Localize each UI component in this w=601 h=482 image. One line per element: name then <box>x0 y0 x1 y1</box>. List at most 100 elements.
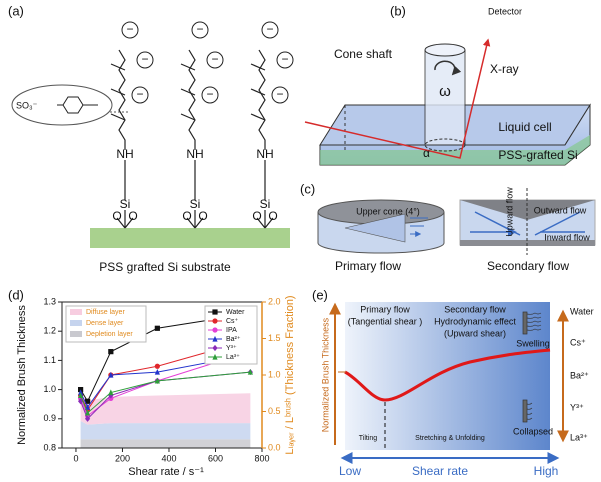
oxygen: O <box>268 209 277 223</box>
upper-cone-label: Upper cone (4°) <box>356 206 420 216</box>
y-axis-label: Normalized Brush Thickness <box>16 305 28 445</box>
y-tick-label: 1.2 <box>43 326 56 336</box>
legend-marker <box>212 327 217 332</box>
substrate-label: PSS-grafted Si <box>498 148 577 162</box>
y2-tick-label: 0.0 <box>268 442 281 452</box>
panel-label: (a) <box>8 3 24 18</box>
layer-area <box>81 439 251 448</box>
panel-label: (c) <box>300 181 315 196</box>
x-axis-label: Shear rate <box>412 464 468 478</box>
legend-swatch <box>70 309 82 315</box>
panel-d: (d) Shear rate / s⁻¹ Normalized Brush Th… <box>8 287 296 477</box>
omega: ω <box>439 83 451 100</box>
legend-label: Y³⁺ <box>226 345 237 352</box>
anion: − <box>196 22 203 36</box>
x-tick-label: 400 <box>161 453 176 463</box>
y2-axis-label: Lₗₐᵧₑᵣ / Lᵇʳᵘˢʰ (Thickness Fraction) <box>284 295 296 454</box>
x-tick-label: 200 <box>115 453 130 463</box>
ion-label: Y³⁺ <box>570 402 584 412</box>
inward-label: Inward flow <box>544 232 590 242</box>
figure: (a) − − − − − − − − − NH NH NH Si Si Si … <box>0 0 601 482</box>
y2-tick-label: 1.5 <box>268 333 281 343</box>
tilting-label: Tilting <box>359 435 378 442</box>
outward-label: Outward flow <box>534 205 587 215</box>
swelling-label: Swelling <box>516 338 550 348</box>
sulfonate: SO₃⁻ <box>16 100 38 110</box>
substrate <box>90 228 290 248</box>
panel-c: (c) Upper cone (4°) Primary flow Upward … <box>300 181 595 273</box>
y-tick-label: 1.0 <box>43 384 56 394</box>
y2-tick-label: 0.5 <box>268 406 281 416</box>
anion: − <box>141 52 148 66</box>
panel-label: (e) <box>312 287 328 302</box>
oxygen: O <box>198 209 207 223</box>
x-tick-label: 800 <box>254 453 269 463</box>
low-label: Low <box>339 464 361 478</box>
ion-label: Ba²⁺ <box>570 370 589 380</box>
legend-label: Dense layer <box>86 320 124 327</box>
anion: − <box>136 87 143 101</box>
upward-label: (Upward shear) <box>444 328 506 338</box>
legend-swatch <box>70 320 82 326</box>
anion: − <box>266 22 273 36</box>
legend-label: Water <box>226 309 245 316</box>
anion: − <box>281 52 288 66</box>
detector-label: Detector <box>488 6 522 16</box>
primary-label: Primary flow <box>360 304 410 314</box>
amide: NH <box>256 147 273 161</box>
data-point <box>108 349 113 354</box>
secondary-flow-label: Secondary flow <box>487 259 569 273</box>
primary-flow-label: Primary flow <box>335 259 401 273</box>
ion-label: Cs⁺ <box>570 337 586 347</box>
high-label: High <box>534 464 559 478</box>
layer-area <box>81 421 251 439</box>
alpha: α <box>423 146 430 160</box>
upward-label: Upward flow <box>504 187 514 237</box>
amide: NH <box>116 147 133 161</box>
tangential-label: (Tangential shear ) <box>348 316 423 326</box>
oxygen: O <box>182 209 191 223</box>
xray-label: X-ray <box>490 62 519 76</box>
legend-swatch <box>70 331 82 337</box>
y-tick-label: 0.8 <box>43 442 56 452</box>
legend-label: IPA <box>226 327 237 334</box>
oxygen: O <box>128 209 137 223</box>
cone-shaft-label: Cone shaft <box>334 47 393 61</box>
y-axis-label: Normalized Brush Thickness <box>320 317 330 432</box>
liquid-cell-label: Liquid cell <box>498 120 551 134</box>
ion-label: Water <box>570 306 594 316</box>
panel-label: (d) <box>8 287 24 302</box>
legend-marker <box>212 318 217 323</box>
legend-label: Depletion layer <box>86 331 133 338</box>
y2-tick-label: 1.0 <box>268 369 281 379</box>
layer-area <box>81 393 251 424</box>
anion: − <box>126 22 133 36</box>
panel-b: (b) ω Detector Cone shaft X-ray Liquid c… <box>305 0 590 165</box>
legend-marker <box>212 309 217 314</box>
data-point <box>155 364 160 369</box>
amide: NH <box>186 147 203 161</box>
panel-label: (b) <box>390 3 406 18</box>
oxygen: O <box>252 209 261 223</box>
y-tick-label: 1.1 <box>43 355 56 365</box>
secondary-label: Secondary flow <box>444 304 506 314</box>
legend-label: Diffuse layer <box>86 309 125 316</box>
anion: − <box>211 52 218 66</box>
legend-label: Cs⁺ <box>226 318 239 325</box>
anion: − <box>206 87 213 101</box>
caption: PSS grafted Si substrate <box>99 260 231 274</box>
oxygen: O <box>112 209 121 223</box>
anion: − <box>276 87 283 101</box>
data-point <box>155 326 160 331</box>
hydrodynamic-label: Hydrodynamic effect <box>434 316 516 326</box>
panel-a: (a) − − − − − − − − − NH NH NH Si Si Si … <box>8 3 293 274</box>
panel-e: (e) Normalized Brush Thickness Low Shear… <box>312 287 594 478</box>
ion-label: La³⁺ <box>570 432 588 442</box>
legend-label: Ba²⁺ <box>226 336 241 343</box>
collapsed-label: Collapsed <box>513 426 553 436</box>
x-tick-label: 600 <box>208 453 223 463</box>
shaft-top <box>425 44 465 56</box>
y-tick-label: 1.3 <box>43 296 56 306</box>
legend-label: La³⁺ <box>226 354 240 361</box>
y-tick-label: 0.9 <box>43 413 56 423</box>
